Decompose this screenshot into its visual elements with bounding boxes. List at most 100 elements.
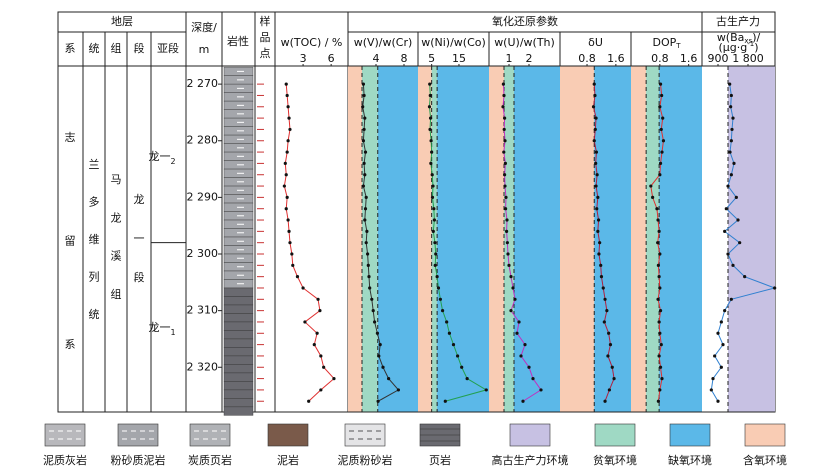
zone (489, 66, 504, 412)
zone (418, 66, 432, 412)
panel-title: w(Ni)/w(Co) (421, 36, 486, 49)
data-point (443, 399, 447, 403)
substage-label: 龙一2 (148, 150, 175, 166)
data-point (361, 82, 365, 86)
data-point (731, 116, 735, 120)
data-point (436, 286, 441, 290)
data-point (730, 127, 734, 132)
header: 样 (260, 14, 271, 28)
lithology-layer (223, 347, 254, 357)
data-point (657, 320, 661, 324)
data-point (363, 207, 368, 211)
lithology-layer (223, 355, 254, 365)
data-point (430, 150, 434, 154)
data-point (370, 297, 374, 301)
title-part: )/ (752, 31, 760, 44)
data-point (396, 388, 400, 392)
depth-tick-label: 2 310 (187, 304, 219, 317)
data-point (655, 207, 659, 211)
header: 点 (260, 47, 271, 60)
data-point (287, 229, 291, 233)
data-point (731, 263, 735, 267)
header: 统 (89, 42, 100, 55)
data-point (501, 105, 505, 109)
data-point (719, 365, 723, 369)
data-point (597, 252, 601, 256)
data-point (608, 343, 613, 347)
data-point (661, 116, 665, 120)
header: 组 (111, 41, 122, 55)
header: 段 (134, 41, 145, 55)
title-part: w(Ba (717, 31, 745, 44)
data-point (285, 195, 289, 199)
data-point (738, 241, 742, 245)
data-point (319, 388, 323, 392)
title-part: w(Ni)/w(Co) (421, 36, 486, 49)
data-point (659, 343, 663, 347)
data-point (658, 331, 662, 335)
data-point (428, 116, 433, 120)
x-tick-label: 900 (708, 52, 729, 65)
lithology-layer (223, 381, 254, 391)
data-point (503, 173, 507, 177)
data-point (596, 195, 600, 199)
x-tick-label: 1.6 (680, 52, 698, 65)
data-point (431, 229, 435, 233)
data-point (656, 263, 660, 267)
data-point (433, 263, 437, 267)
zone (504, 66, 514, 412)
header: 亚段 (157, 41, 179, 55)
data-point (362, 93, 366, 98)
data-point (729, 93, 733, 98)
strat-char: 一 (134, 232, 145, 245)
data-point (658, 105, 662, 109)
header: 系 (65, 42, 76, 55)
data-point (378, 343, 382, 347)
data-point (430, 173, 434, 177)
data-point (656, 399, 660, 403)
data-point (429, 139, 433, 143)
data-point (361, 105, 365, 109)
legend-swatch (669, 423, 711, 447)
legend-swatch (117, 423, 159, 447)
x-tick-label: 0.8 (651, 52, 669, 65)
data-point (606, 354, 610, 358)
data-point (711, 376, 715, 381)
header: 氧化还原参数 (492, 14, 558, 28)
data-point (593, 127, 597, 132)
strat-char: 统 (89, 308, 100, 321)
data-point (445, 320, 449, 324)
data-point (594, 184, 598, 188)
strat-label: 龙一段 (134, 193, 145, 284)
strat-char: 多 (89, 195, 100, 209)
lithology-layer (223, 406, 254, 416)
title-part: w(V)/w(Cr) (354, 36, 413, 49)
data-point (440, 309, 445, 313)
data-point (322, 365, 326, 369)
substage-sub: 1 (170, 328, 175, 337)
data-point (728, 82, 732, 86)
data-point (284, 82, 288, 86)
x-tick-label: 3 (300, 52, 307, 65)
data-point (517, 320, 521, 324)
lithology-layer (223, 398, 254, 408)
strat-char: 维 (89, 233, 100, 246)
strat-char: 列 (89, 270, 100, 284)
data-point (433, 241, 437, 245)
legend-swatch (344, 423, 386, 447)
data-point (288, 127, 292, 132)
data-point (612, 376, 616, 381)
data-point (318, 309, 322, 313)
data-point (285, 150, 289, 154)
substage-label: 龙一1 (148, 321, 175, 337)
data-point (732, 161, 736, 166)
data-point (501, 82, 505, 86)
data-point (729, 173, 733, 177)
legend-label: 缺氧环境 (668, 453, 712, 467)
data-point (502, 150, 506, 154)
x-tick-label: 1 (506, 52, 513, 65)
title-part: w(U)/w(Th) (494, 36, 555, 49)
data-point (716, 331, 720, 335)
